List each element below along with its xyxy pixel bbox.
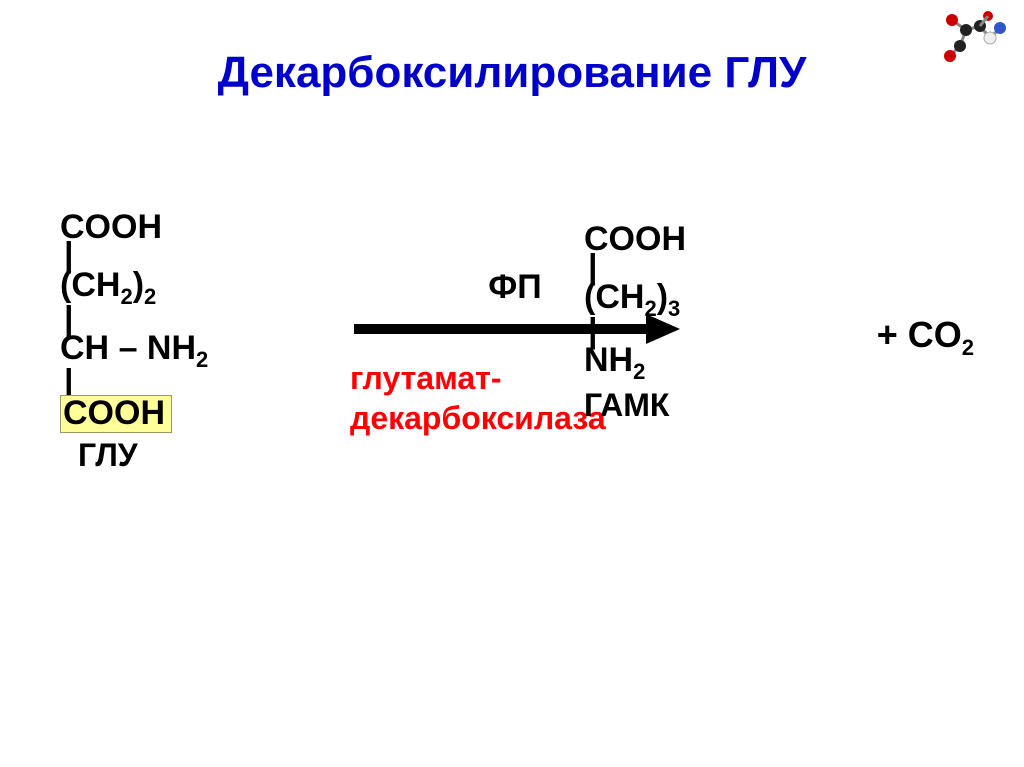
reactant-ch2-chain: (CH2)2: [60, 268, 340, 308]
reactant-cooh-top: COOH: [60, 210, 340, 244]
molecule-3d-icon: [940, 8, 1012, 68]
bond: |: [584, 320, 784, 344]
bond: |: [60, 371, 340, 395]
reactant-ch-nh2: CH – NH2: [60, 331, 340, 371]
product-name: ГАМК: [584, 387, 784, 424]
byproduct-co2: + CO2: [877, 314, 974, 361]
bond: |: [60, 308, 340, 332]
bond: |: [584, 256, 784, 280]
product-cooh: COOH: [584, 222, 784, 256]
reactant-name: ГЛУ: [60, 437, 340, 474]
bond: |: [60, 244, 340, 268]
reactant-cooh-boxed: COOH: [60, 395, 340, 433]
product-ch2-chain: (CH2)3: [584, 280, 784, 320]
reactant-glutamate: COOH | (CH2)2 | CH – NH2 | COOH ГЛУ: [60, 210, 340, 474]
slide-title: Декарбоксилирование ГЛУ: [0, 48, 1024, 98]
product-nh2: NH2: [584, 343, 784, 383]
reaction-scheme: COOH | (CH2)2 | CH – NH2 | COOH ГЛУ ФП г…: [60, 210, 984, 630]
product-gaba: COOH | (CH2)3 | NH2 ГАМК: [584, 222, 784, 424]
